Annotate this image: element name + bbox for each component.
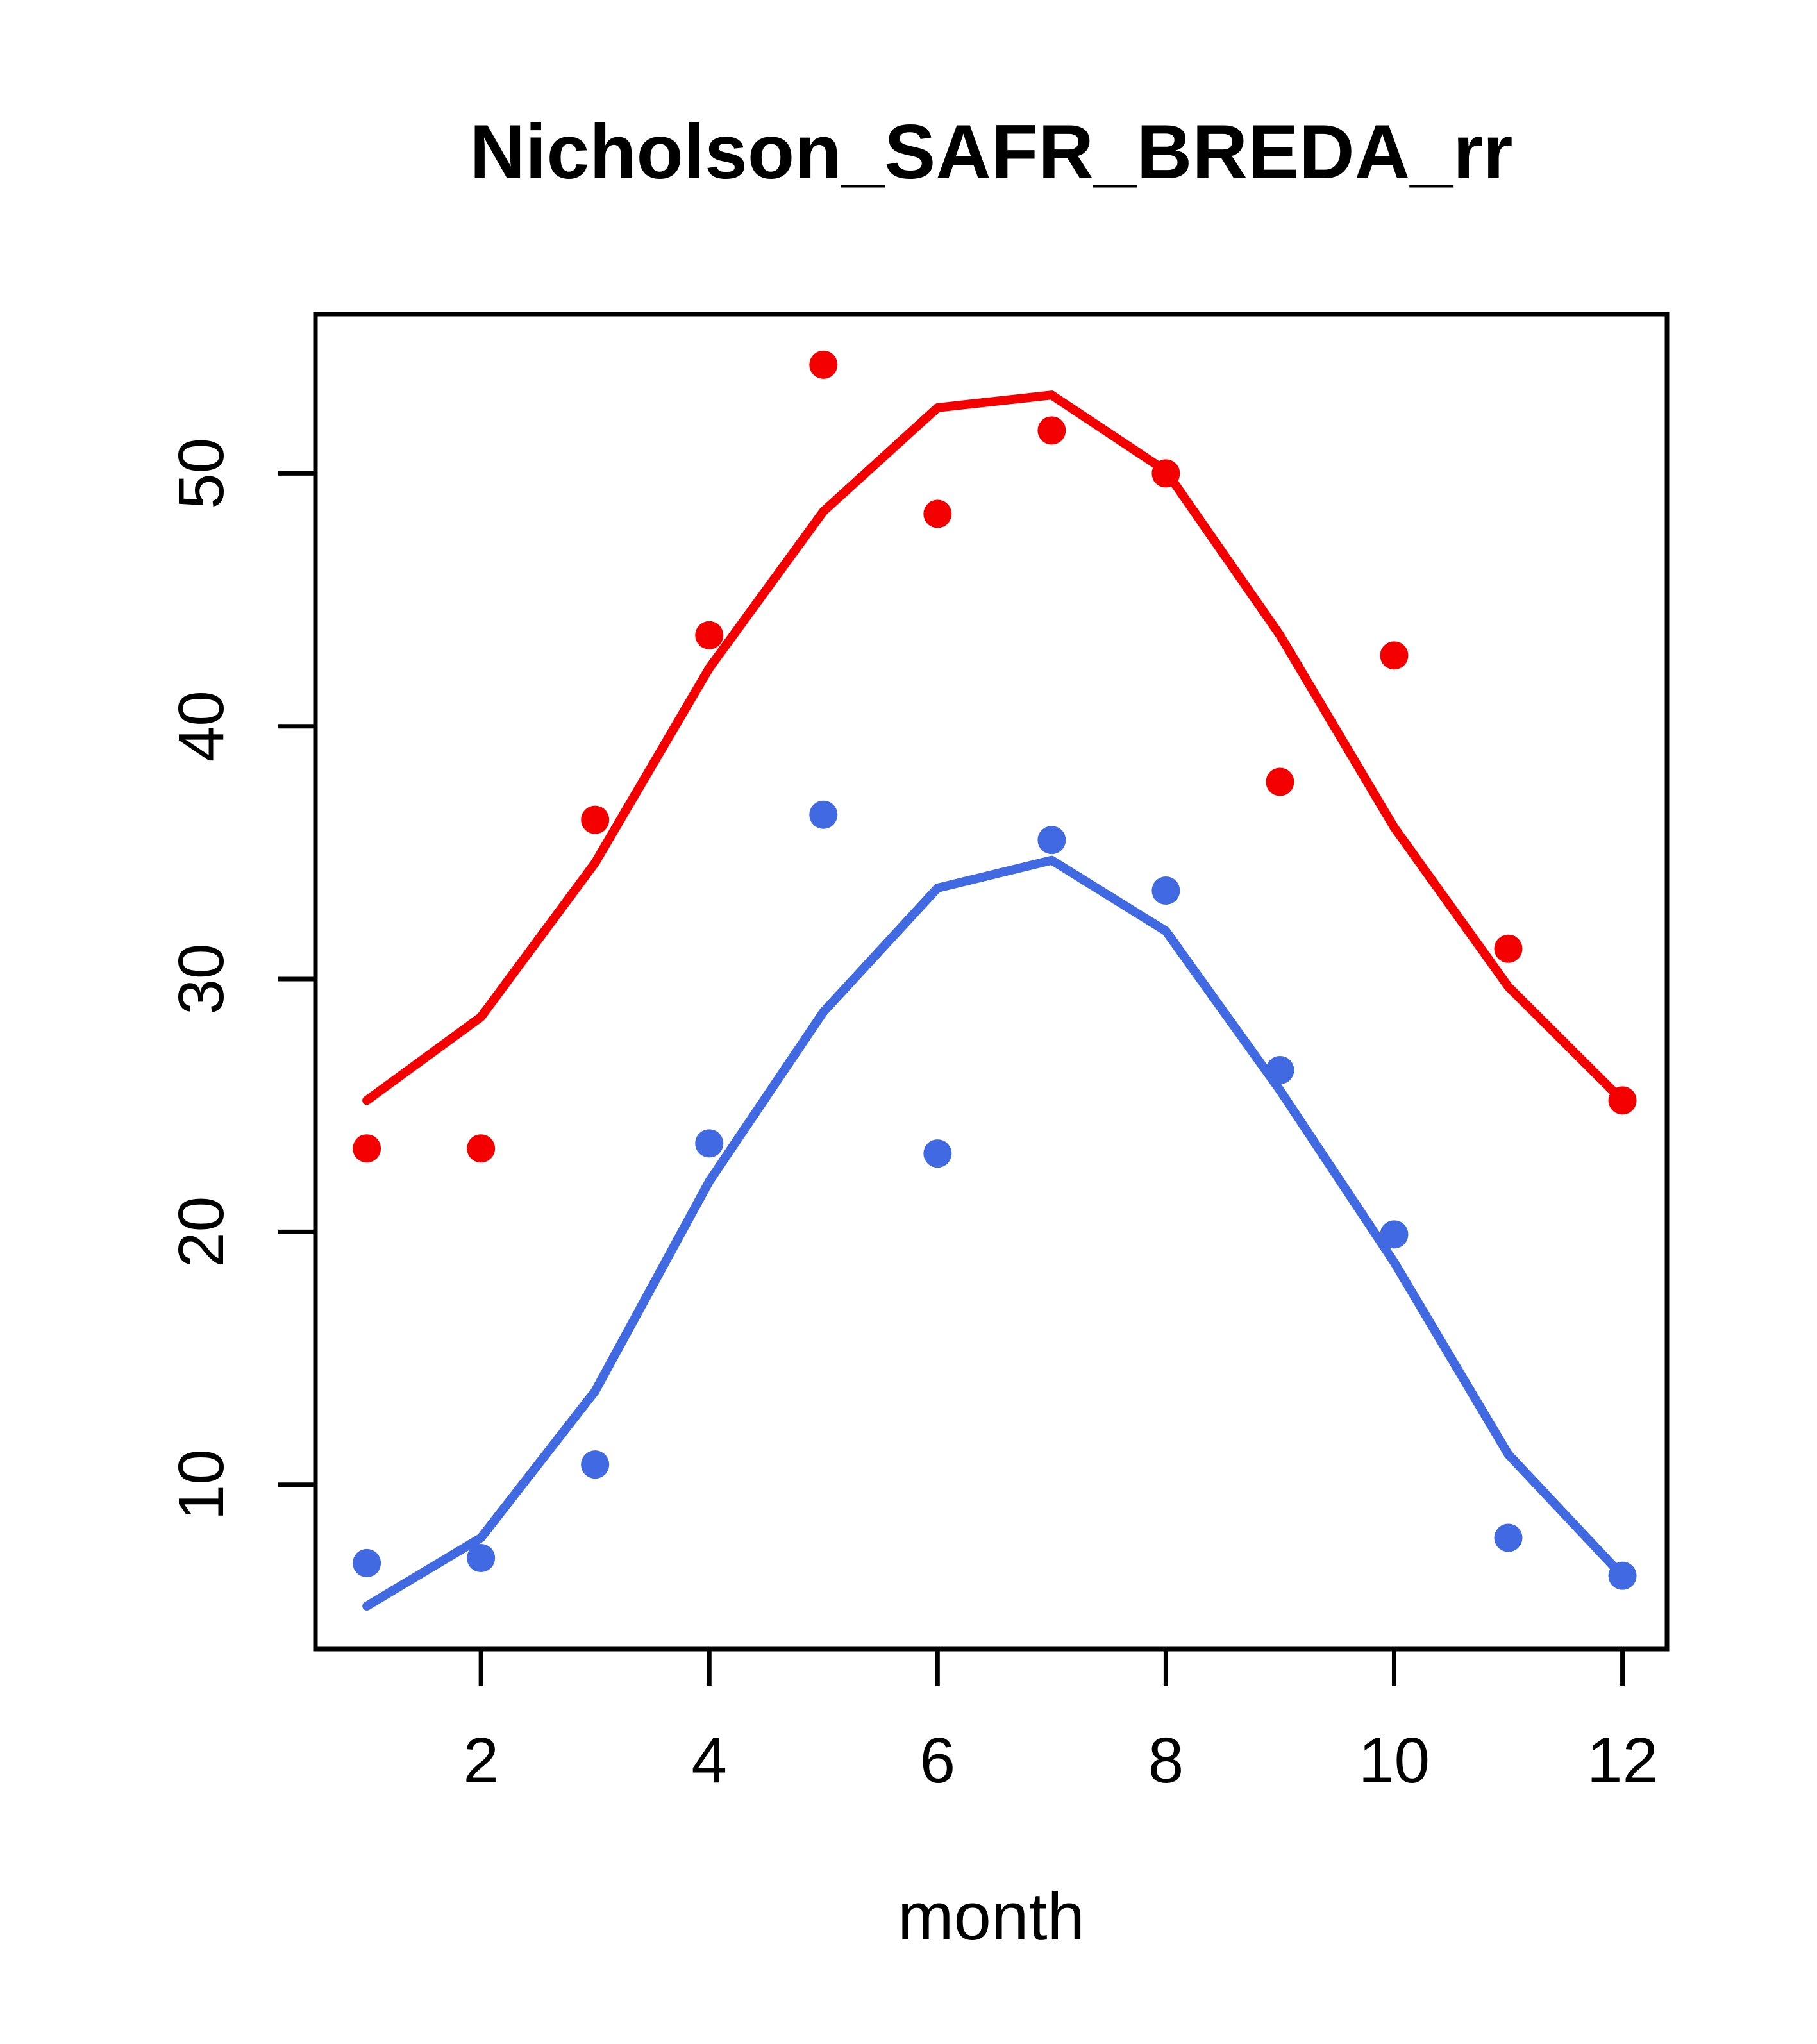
blue-observed-points-dot: [353, 1548, 381, 1577]
x-tick-label: 4: [691, 1725, 727, 1797]
red-observed-points-dot: [1380, 641, 1409, 670]
red-observed-points-dot: [1608, 1086, 1637, 1115]
x-axis-label: month: [898, 1879, 1085, 1954]
red-observed-points-dot: [1037, 416, 1066, 445]
red-observed-points-dot: [695, 621, 724, 649]
y-tick-label: 40: [165, 691, 237, 762]
x-tick-label: 6: [920, 1725, 956, 1797]
red-observed-points-dot: [1266, 767, 1294, 796]
blue-observed-points-dot: [1151, 876, 1180, 905]
y-tick-label: 10: [165, 1449, 237, 1520]
blue-observed-points-dot: [695, 1129, 724, 1158]
blue-observed-points-dot: [1380, 1220, 1409, 1249]
red-observed-points-dot: [353, 1134, 381, 1163]
red-observed-points-dot: [1151, 459, 1180, 488]
blue-observed-points-dot: [1037, 826, 1066, 855]
blue-observed-points-dot: [581, 1450, 610, 1479]
x-tick-label: 2: [463, 1725, 499, 1797]
blue-observed-points-dot: [1608, 1561, 1637, 1590]
x-tick-label: 12: [1587, 1725, 1658, 1797]
blue-observed-points-dot: [467, 1544, 496, 1573]
red-observed-points-dot: [467, 1134, 496, 1163]
x-tick-label: 8: [1148, 1725, 1184, 1797]
blue-observed-points-dot: [1494, 1523, 1523, 1552]
red-observed-points-dot: [923, 499, 952, 528]
y-tick-label: 30: [165, 943, 237, 1014]
red-fitted-line-path: [362, 390, 1627, 1105]
blue-observed-points-dot: [809, 800, 838, 829]
x-tick-label: 10: [1359, 1725, 1430, 1797]
blue-observed-points-dot: [923, 1139, 952, 1168]
blue-observed-points-dot: [1266, 1056, 1294, 1085]
red-observed-points-dot: [809, 350, 838, 379]
plot-box: [313, 312, 1670, 1652]
chart-title: Nicholson_SAFR_BREDA_rr: [469, 109, 1513, 195]
red-observed-points-dot: [581, 805, 610, 834]
y-tick-label: 50: [165, 438, 237, 509]
y-tick-label: 20: [165, 1196, 237, 1268]
blue-fitted-line-path: [362, 855, 1627, 1611]
red-observed-points-dot: [1494, 934, 1523, 963]
